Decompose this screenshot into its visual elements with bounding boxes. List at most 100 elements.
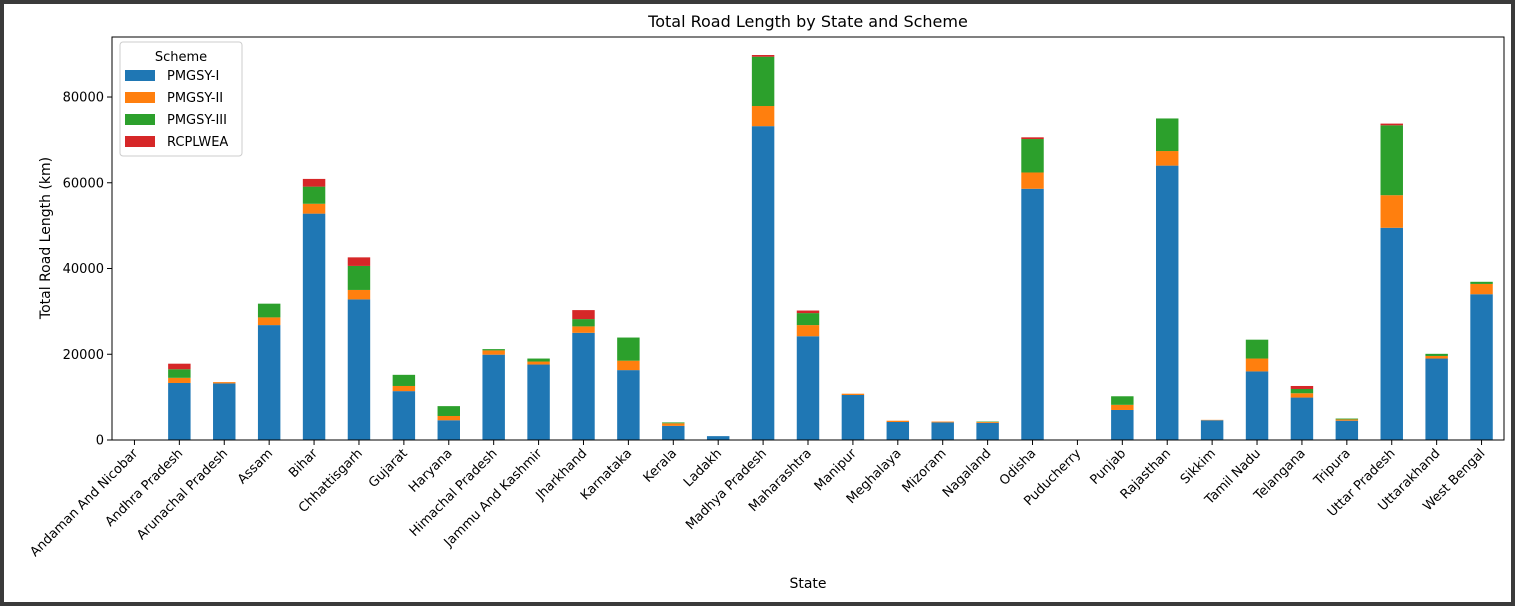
bar-segment-pmgsy-iii-12 — [662, 422, 685, 424]
bar-segment-pmgsy-iii-11 — [617, 337, 640, 361]
bar-segment-pmgsy-i-7 — [437, 420, 460, 440]
bar-segment-pmgsy-i-24 — [1200, 420, 1224, 440]
bar-segment-pmgsy-ii-27 — [1335, 419, 1359, 421]
bar-segment-pmgsy-i-3 — [257, 325, 281, 440]
bar-segment-pmgsy-ii-28 — [1380, 195, 1403, 228]
x-tick-label: Arunachal Pradesh — [134, 446, 231, 543]
x-tick-label: Sikkim — [1178, 446, 1219, 487]
bar-segment-pmgsy-i-1 — [168, 382, 191, 440]
bar-segment-pmgsy-i-30 — [1470, 294, 1493, 440]
bar-segment-pmgsy-iii-27 — [1335, 418, 1359, 420]
bar-segment-pmgsy-ii-2 — [213, 382, 236, 384]
x-tick-label: Kerala — [641, 446, 680, 485]
legend-swatch-rcplwea — [125, 136, 155, 147]
bar-segment-pmgsy-i-16 — [841, 394, 865, 440]
x-tick-label: Nagaland — [940, 446, 994, 500]
bar-segment-pmgsy-i-23 — [1156, 165, 1179, 440]
bar-segment-pmgsy-ii-16 — [841, 393, 865, 395]
bar-segment-pmgsy-ii-5 — [347, 289, 371, 300]
legend-label-pmgsy-iii: PMGSY-III — [167, 113, 227, 128]
x-tick-label: Madhya Pradesh — [683, 446, 770, 533]
bar-segment-pmgsy-i-5 — [347, 299, 371, 440]
bar-segment-pmgsy-ii-26 — [1290, 393, 1314, 398]
bar-segment-pmgsy-iii-7 — [437, 406, 460, 416]
legend-swatch-pmgsy-i — [125, 70, 155, 81]
bar-segment-pmgsy-i-27 — [1335, 420, 1359, 440]
y-axis: 0 20000 40000 60000 80000 — [63, 91, 112, 449]
bar-segment-pmgsy-i-18 — [931, 422, 954, 440]
bar-segment-pmgsy-i-9 — [527, 364, 550, 440]
bar-segment-pmgsy-iii-3 — [257, 303, 281, 318]
bar-segment-pmgsy-ii-22 — [1111, 404, 1134, 410]
bar-segment-pmgsy-i-14 — [751, 126, 775, 441]
bar-segment-pmgsy-ii-9 — [527, 361, 550, 365]
bar-segment-pmgsy-i-13 — [706, 436, 730, 440]
stacked-bar-chart: Total Road Length by State and Scheme 0 2… — [28, 12, 1505, 592]
x-tick-label: Gujarat — [366, 446, 411, 491]
bar-segment-pmgsy-i-4 — [302, 213, 326, 440]
bar-segment-pmgsy-iii-22 — [1111, 396, 1134, 405]
chart-title: Total Road Length by State and Scheme — [647, 12, 968, 31]
y-tick-label: 20000 — [63, 348, 104, 363]
chart-frame: Total Road Length by State and Scheme 0 2… — [4, 4, 1511, 602]
bar-segment-pmgsy-ii-3 — [257, 317, 281, 326]
bar-segment-pmgsy-ii-6 — [392, 385, 416, 392]
legend-label-rcplwea: RCPLWEA — [167, 135, 228, 150]
y-axis-label: Total Road Length (km) — [38, 157, 54, 320]
bar-segment-rcplwea-26 — [1290, 385, 1314, 389]
bar-segment-pmgsy-iii-8 — [482, 349, 505, 351]
bar-segment-pmgsy-ii-25 — [1245, 358, 1269, 372]
bar-segment-pmgsy-i-11 — [617, 370, 640, 440]
legend-label-pmgsy-ii: PMGSY-II — [167, 91, 223, 106]
bar-segment-pmgsy-iii-10 — [572, 319, 595, 327]
bar-segment-rcplwea-1 — [168, 363, 191, 370]
bar-segment-rcplwea-4 — [302, 178, 326, 187]
y-tick-label: 40000 — [63, 262, 104, 277]
y-tick-label: 0 — [96, 434, 104, 449]
bar-segment-pmgsy-ii-4 — [302, 203, 326, 214]
bar-segment-pmgsy-iii-15 — [796, 313, 820, 326]
bar-segment-pmgsy-i-20 — [1021, 188, 1044, 440]
bar-segment-pmgsy-iii-20 — [1021, 139, 1044, 173]
legend: Scheme PMGSY-I PMGSY-II PMGSY-III RCPLWEA — [119, 41, 243, 157]
x-tick-label: Assam — [235, 446, 276, 487]
x-tick-label: Tripura — [1311, 446, 1354, 489]
bar-segment-pmgsy-i-2 — [213, 383, 236, 440]
bar-segment-rcplwea-14 — [751, 55, 775, 57]
legend-swatch-pmgsy-iii — [125, 114, 155, 125]
bar-segment-pmgsy-iii-26 — [1290, 388, 1314, 394]
bar-segment-pmgsy-i-6 — [392, 391, 416, 440]
legend-label-pmgsy-i: PMGSY-I — [167, 69, 219, 84]
bar-segment-pmgsy-iii-5 — [347, 265, 371, 290]
bar-segment-rcplwea-10 — [572, 310, 595, 320]
bar-segment-pmgsy-ii-12 — [662, 423, 685, 426]
x-tick-label: Punjab — [1087, 446, 1129, 488]
bar-segment-pmgsy-iii-1 — [168, 369, 191, 378]
x-tick-label: Andhra Pradesh — [103, 446, 187, 530]
bar-segment-pmgsy-ii-17 — [886, 420, 910, 422]
bar-segment-pmgsy-iii-14 — [751, 56, 775, 107]
bar-segment-pmgsy-i-25 — [1245, 371, 1269, 440]
bar-segment-pmgsy-ii-18 — [931, 421, 954, 423]
bar-segment-pmgsy-iii-4 — [302, 186, 326, 204]
y-tick-label: 60000 — [63, 176, 104, 191]
bar-segment-pmgsy-iii-25 — [1245, 339, 1269, 359]
bar-segment-rcplwea-28 — [1380, 123, 1403, 126]
bars-group — [168, 55, 1493, 441]
x-axis-label: State — [789, 576, 826, 592]
plot-area-frame — [111, 36, 1505, 441]
bar-segment-pmgsy-ii-8 — [482, 350, 505, 355]
legend-title: Scheme — [155, 50, 207, 65]
bar-segment-rcplwea-5 — [347, 257, 371, 266]
x-tick-label: Bihar — [286, 446, 321, 481]
bar-segment-pmgsy-i-17 — [886, 421, 910, 440]
bar-segment-pmgsy-i-19 — [976, 422, 999, 440]
bar-segment-pmgsy-i-15 — [796, 336, 820, 440]
bar-segment-pmgsy-ii-1 — [168, 377, 191, 383]
bar-segment-pmgsy-ii-14 — [751, 106, 775, 127]
bar-segment-pmgsy-ii-20 — [1021, 172, 1044, 189]
bar-segment-pmgsy-iii-6 — [392, 374, 416, 386]
bar-segment-pmgsy-ii-7 — [437, 415, 460, 421]
bar-segment-pmgsy-i-12 — [662, 425, 685, 440]
